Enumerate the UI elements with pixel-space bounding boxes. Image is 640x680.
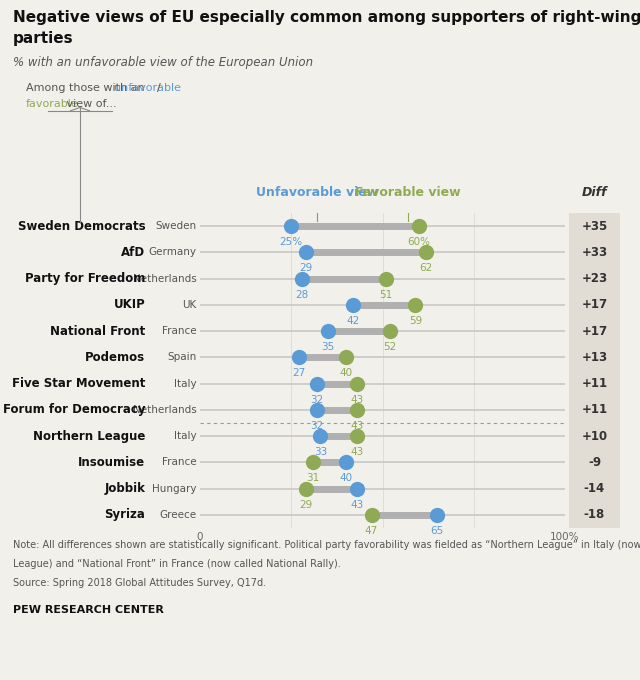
Text: Party for Freedom: Party for Freedom <box>25 272 145 285</box>
Text: +35: +35 <box>581 220 607 233</box>
Text: Spain: Spain <box>167 352 196 362</box>
Text: AfD: AfD <box>121 246 145 259</box>
Text: Germany: Germany <box>148 248 196 257</box>
Text: 43: 43 <box>350 447 364 457</box>
Text: 43: 43 <box>350 394 364 405</box>
Text: 32: 32 <box>310 421 323 431</box>
Text: +13: +13 <box>581 351 607 364</box>
Text: -14: -14 <box>584 482 605 495</box>
Text: 32: 32 <box>310 394 323 405</box>
Text: +11: +11 <box>581 377 607 390</box>
Text: Five Star Movement: Five Star Movement <box>12 377 145 390</box>
Text: 47: 47 <box>365 526 378 536</box>
Text: 40: 40 <box>339 473 353 483</box>
Text: Italy: Italy <box>173 379 196 389</box>
Text: +17: +17 <box>581 324 607 338</box>
Text: 27: 27 <box>292 369 305 378</box>
Text: 31: 31 <box>307 473 320 483</box>
Text: /: / <box>157 83 161 93</box>
Text: UK: UK <box>182 300 196 310</box>
Text: France: France <box>162 458 196 467</box>
Text: +23: +23 <box>581 272 607 285</box>
Text: Favorable view: Favorable view <box>355 186 461 199</box>
Text: 35: 35 <box>321 342 334 352</box>
Text: League) and “National Front” in France (now called National Rally).: League) and “National Front” in France (… <box>13 559 340 569</box>
Text: 43: 43 <box>350 500 364 509</box>
Text: 29: 29 <box>300 500 312 509</box>
Text: Italy: Italy <box>173 431 196 441</box>
Text: National Front: National Front <box>50 324 145 338</box>
Text: PEW RESEARCH CENTER: PEW RESEARCH CENTER <box>13 605 164 615</box>
Text: 42: 42 <box>347 316 360 326</box>
Text: 40: 40 <box>339 369 353 378</box>
Text: unfavorable: unfavorable <box>114 83 181 93</box>
Text: 59: 59 <box>409 316 422 326</box>
Text: Syriza: Syriza <box>104 509 145 522</box>
Text: 33: 33 <box>314 447 327 457</box>
Text: 43: 43 <box>350 421 364 431</box>
Text: -9: -9 <box>588 456 601 469</box>
Text: Forum for Democracy: Forum for Democracy <box>3 403 145 416</box>
Text: France: France <box>162 326 196 336</box>
Text: Diff: Diff <box>582 186 607 199</box>
Text: UKIP: UKIP <box>113 299 145 311</box>
Text: +17: +17 <box>581 299 607 311</box>
Text: 0: 0 <box>196 532 204 542</box>
Text: Jobbik: Jobbik <box>104 482 145 495</box>
Text: 100%: 100% <box>550 532 580 542</box>
Text: Greece: Greece <box>159 510 196 520</box>
Text: Northern League: Northern League <box>33 430 145 443</box>
Text: 52: 52 <box>383 342 396 352</box>
Text: 29: 29 <box>300 263 312 273</box>
Text: +33: +33 <box>581 246 607 259</box>
Text: Hungary: Hungary <box>152 483 196 494</box>
Text: 60%: 60% <box>408 237 431 247</box>
Text: favorable: favorable <box>26 99 78 109</box>
Text: Unfavorable view: Unfavorable view <box>255 186 378 199</box>
Text: Note: All differences shown are statistically significant. Political party favor: Note: All differences shown are statisti… <box>13 540 640 550</box>
Text: Source: Spring 2018 Global Attitudes Survey, Q17d.: Source: Spring 2018 Global Attitudes Sur… <box>13 578 266 588</box>
Text: Sweden: Sweden <box>156 221 196 231</box>
Text: 28: 28 <box>296 290 309 300</box>
Text: % with an unfavorable view of the European Union: % with an unfavorable view of the Europe… <box>13 56 313 69</box>
Text: Netherlands: Netherlands <box>132 273 196 284</box>
Text: Insoumise: Insoumise <box>78 456 145 469</box>
Text: 51: 51 <box>380 290 393 300</box>
Text: Sweden Democrats: Sweden Democrats <box>18 220 145 233</box>
Text: Podemos: Podemos <box>85 351 145 364</box>
Text: 62: 62 <box>420 263 433 273</box>
Text: Among those with an: Among those with an <box>26 83 148 93</box>
Text: -18: -18 <box>584 509 605 522</box>
Text: 65: 65 <box>431 526 444 536</box>
Text: Negative views of EU especially common among supporters of right-wing populist: Negative views of EU especially common a… <box>13 10 640 25</box>
Text: +11: +11 <box>581 403 607 416</box>
Text: 25%: 25% <box>280 237 303 247</box>
Text: Netherlands: Netherlands <box>132 405 196 415</box>
Text: +10: +10 <box>581 430 607 443</box>
Text: parties: parties <box>13 31 74 46</box>
Text: view of...: view of... <box>63 99 116 109</box>
